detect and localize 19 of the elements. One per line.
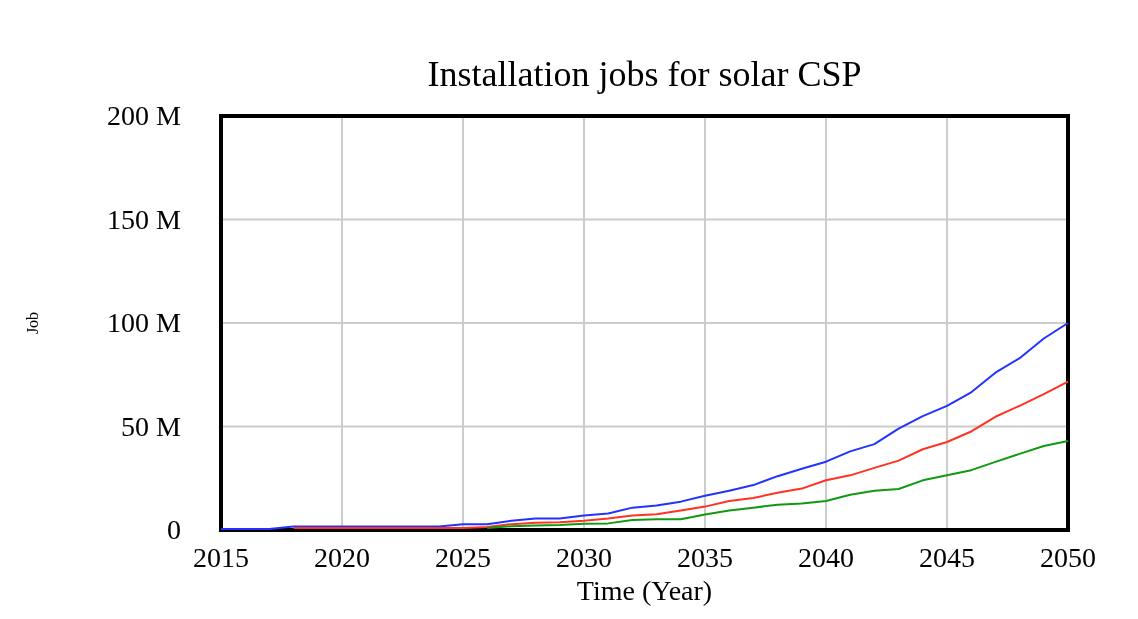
x-tick-label: 2030 — [556, 542, 612, 573]
x-axis-title: Time (Year) — [576, 575, 713, 606]
y-tick-label: 50 M — [121, 410, 182, 442]
x-tick-label: 2020 — [314, 542, 370, 573]
y-tick-label: 150 M — [107, 203, 182, 235]
x-tick-label: 2025 — [435, 542, 491, 573]
chart-title: Installation jobs for solar CSP — [427, 54, 862, 94]
y-axis-title: Job — [24, 311, 41, 335]
y-tick-label: 0 — [167, 514, 181, 545]
line-series — [486, 439, 1069, 529]
x-tick-label: 2040 — [798, 542, 854, 573]
x-tick-label: 2045 — [919, 542, 975, 573]
x-tick-label: 2015 — [193, 542, 249, 573]
y-tick-label: 100 M — [107, 307, 182, 338]
y-tick-label: 200 M — [107, 100, 182, 131]
line-series — [220, 322, 1069, 530]
x-tick-label: 2035 — [677, 542, 733, 573]
line-series — [292, 380, 1069, 529]
x-tick-label: 2050 — [1040, 542, 1096, 573]
